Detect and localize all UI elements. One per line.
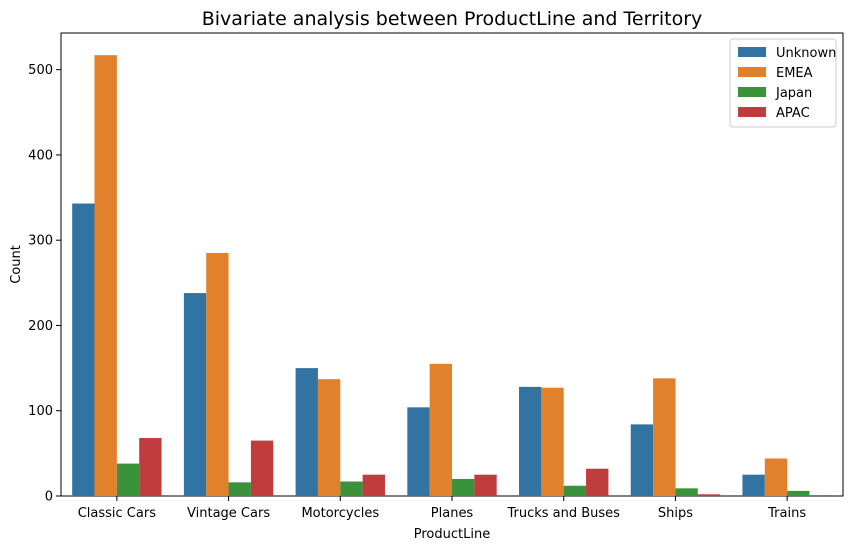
x-tick-label: Trains [767,506,806,521]
legend-label-japan: Japan [775,86,812,101]
bar-apac-0 [139,438,162,496]
bars-group [72,55,832,497]
bar-apac-5 [697,494,721,496]
x-tick-label: Vintage Cars [187,506,270,521]
legend-label-emea: EMEA [776,66,813,81]
bar-emea-3 [429,363,452,496]
x-axis-label: ProductLine [414,527,490,542]
bar-japan-4 [563,485,587,496]
bar-emea-6 [764,458,788,496]
bar-apac-4 [586,468,609,496]
x-tick-label: Motorcycles [301,506,379,521]
x-tick-label: Trucks and Buses [506,506,620,521]
bar-emea-1 [206,252,229,496]
bar-apac-6 [809,495,832,496]
bar-apac-1 [250,440,274,496]
legend-label-apac: APAC [776,106,810,121]
y-axis: 0 100 200 300 400 500 [28,63,61,505]
bar-japan-6 [787,490,810,496]
bar-unknown-3 [407,407,430,496]
x-tick-label: Classic Cars [78,506,156,521]
y-tick-label: 500 [28,63,53,78]
legend-swatch-apac [738,107,766,117]
bar-japan-5 [675,488,698,496]
x-tick-label: Planes [431,506,474,521]
bar-unknown-4 [519,386,542,496]
legend-box [729,38,837,128]
legend: Unknown EMEA Japan APAC [729,38,837,128]
bar-japan-0 [116,463,140,496]
legend-swatch-japan [738,87,766,97]
y-tick-label: 100 [28,404,53,419]
bar-emea-0 [94,55,117,496]
y-tick-label: 200 [28,319,53,334]
y-tick-label: 400 [28,148,53,163]
bar-emea-4 [541,387,564,496]
legend-label-unknown: Unknown [776,46,836,61]
x-tick-label: Ships [658,506,693,521]
bar-unknown-0 [72,203,95,497]
bar-apac-3 [474,474,497,496]
bar-japan-3 [452,478,475,496]
chart-title: Bivariate analysis between ProductLine a… [202,8,703,30]
bar-emea-5 [653,378,676,496]
legend-swatch-unknown [738,47,766,57]
y-tick-label: 300 [28,234,53,249]
bar-unknown-5 [630,424,654,496]
y-tick-label: 0 [45,490,53,505]
y-axis-label: Count [9,245,24,284]
bar-unknown-1 [183,293,207,496]
bar-apac-2 [362,474,385,496]
bar-japan-1 [228,482,251,496]
x-axis: Classic Cars Vintage Cars Motorcycles Plane… [78,496,806,521]
bar-emea-2 [317,379,341,496]
bar-unknown-2 [295,368,318,496]
legend-swatch-emea [738,67,766,77]
bar-japan-2 [340,481,363,496]
bar-unknown-6 [742,474,765,496]
